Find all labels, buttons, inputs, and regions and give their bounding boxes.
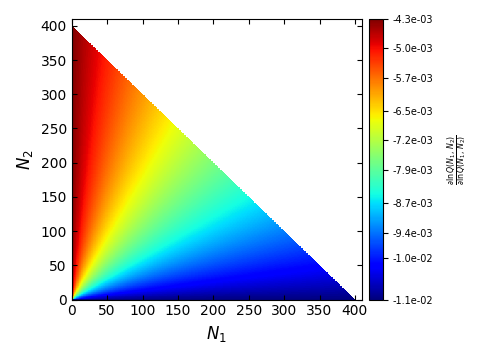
Y-axis label: $\frac{\partial \ln Q(N_1,\,N_2)}{\partial \ln Q(N_1,\,N_2)}$: $\frac{\partial \ln Q(N_1,\,N_2)}{\parti… (444, 134, 468, 185)
X-axis label: $N_1$: $N_1$ (206, 324, 228, 344)
Y-axis label: $N_2$: $N_2$ (15, 149, 35, 170)
